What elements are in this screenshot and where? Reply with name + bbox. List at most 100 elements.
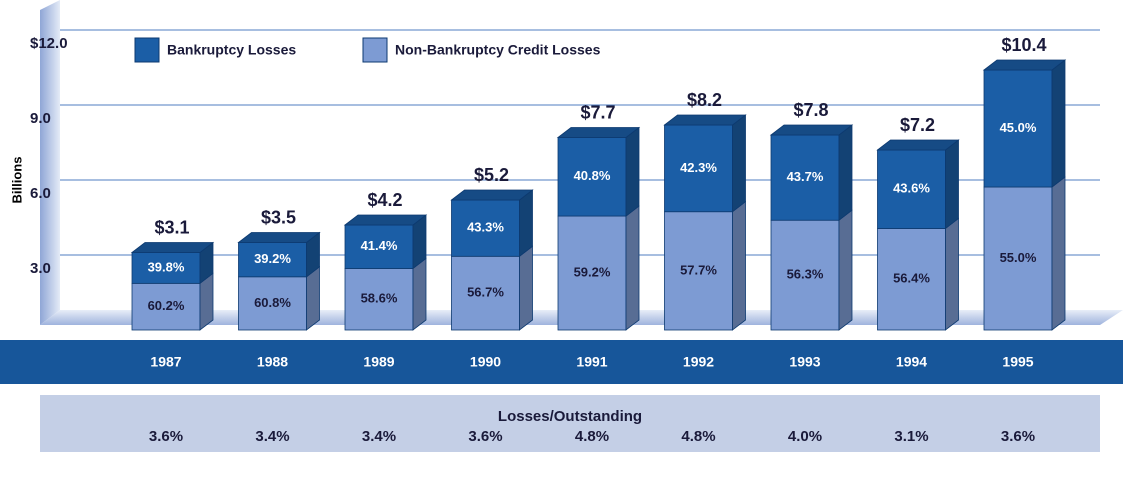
bar-side xyxy=(732,114,746,213)
bar-segment xyxy=(557,215,627,331)
bar-segment xyxy=(770,134,840,221)
bar-segment xyxy=(344,268,414,331)
bar-segment xyxy=(983,69,1053,188)
bar-top xyxy=(876,139,960,151)
y-tick-label: 9.0 xyxy=(30,110,51,127)
bar-side xyxy=(519,189,533,258)
bar-side xyxy=(625,126,640,217)
bar-segment xyxy=(664,124,733,213)
segment-label: 45.0% xyxy=(1000,120,1037,135)
ratio-value: 4.8% xyxy=(575,428,609,445)
ratio-band xyxy=(40,395,1100,452)
bar-segment xyxy=(451,255,520,331)
bar-segment xyxy=(131,282,201,331)
ratio-value: 3.6% xyxy=(468,428,502,445)
segment-label: 56.7% xyxy=(467,285,504,300)
total-label: $10.4 xyxy=(1001,35,1046,55)
x-tick-label: 1989 xyxy=(363,354,394,370)
ratio-title: Losses/Outstanding xyxy=(498,408,642,425)
segment-label: 39.2% xyxy=(254,251,291,266)
x-tick-label: 1990 xyxy=(470,354,501,370)
y-tick-label: 6.0 xyxy=(30,185,51,202)
x-tick-label: 1995 xyxy=(1002,354,1033,370)
ratio-value: 3.6% xyxy=(1001,428,1035,445)
bar-side xyxy=(412,257,427,331)
ratio-value: 3.4% xyxy=(255,428,289,445)
segment-label: 56.3% xyxy=(787,267,824,282)
segment-label: 55.0% xyxy=(1000,250,1037,265)
segment-label: 59.2% xyxy=(574,264,611,279)
total-label: $3.1 xyxy=(154,217,189,237)
segment-label: 56.4% xyxy=(893,271,930,286)
segment-label: 41.4% xyxy=(361,238,398,253)
total-label: $7.7 xyxy=(580,102,615,122)
bar-top xyxy=(769,124,854,136)
segment-label: 42.3% xyxy=(680,160,717,175)
segment-label: 60.2% xyxy=(148,298,185,313)
bar-segment xyxy=(983,186,1053,331)
segment-label: 39.8% xyxy=(148,259,185,274)
bar-side xyxy=(945,217,959,331)
bar-top xyxy=(982,59,1067,71)
bar-segment xyxy=(238,276,307,331)
ratio-value: 4.0% xyxy=(788,428,822,445)
bar-side xyxy=(838,124,853,222)
segment-label: 58.6% xyxy=(361,291,398,306)
total-label: $7.8 xyxy=(793,100,828,120)
bar-side xyxy=(625,205,640,331)
bar-segment xyxy=(877,228,946,331)
bar-segment xyxy=(877,149,946,229)
legend-label: Non-Bankruptcy Credit Losses xyxy=(395,42,601,58)
bar-segment xyxy=(238,242,307,278)
bar-top xyxy=(450,189,534,201)
x-tick-label: 1994 xyxy=(896,354,927,370)
bar-side xyxy=(732,200,746,331)
total-label: $3.5 xyxy=(261,207,296,227)
y-tick-label: $12.0 xyxy=(30,35,68,52)
segment-label: 43.7% xyxy=(787,169,824,184)
legend: Bankruptcy Losses Non-Bankruptcy Credit L… xyxy=(134,37,601,63)
bar-side xyxy=(838,209,853,331)
bar-side xyxy=(519,245,533,331)
bar-segment xyxy=(557,137,627,217)
total-label: $4.2 xyxy=(367,190,402,210)
total-label: $5.2 xyxy=(474,165,509,185)
year-band xyxy=(0,340,1123,384)
bar-top xyxy=(343,214,428,226)
segment-label: 60.8% xyxy=(254,295,291,310)
x-tick-label: 1993 xyxy=(789,354,820,370)
x-tick-label: 1987 xyxy=(150,354,181,370)
segment-label: 57.7% xyxy=(680,262,717,277)
y-axis-label: Billions xyxy=(9,157,24,204)
total-label: $8.2 xyxy=(687,90,722,110)
bar-side xyxy=(1051,59,1066,188)
segment-label: 40.8% xyxy=(574,168,611,183)
segment-label: 43.3% xyxy=(467,220,504,235)
x-tick-label: 1991 xyxy=(576,354,607,370)
total-label: $7.2 xyxy=(900,115,935,135)
bar-segment xyxy=(770,219,840,331)
legend-label: Bankruptcy Losses xyxy=(167,42,296,58)
segment-label: 43.6% xyxy=(893,181,930,196)
legend-swatch xyxy=(134,37,160,63)
ratio-value: 3.1% xyxy=(894,428,928,445)
bar-top xyxy=(663,114,747,126)
bar-segment xyxy=(131,252,201,284)
x-tick-label: 1992 xyxy=(683,354,714,370)
bar-top xyxy=(556,127,641,138)
left-wall xyxy=(40,0,60,325)
ratio-value: 3.6% xyxy=(149,428,183,445)
bar-top xyxy=(237,232,321,243)
bar-side xyxy=(306,265,320,331)
bar-side xyxy=(1051,176,1066,331)
ratio-value: 3.4% xyxy=(362,428,396,445)
legend-swatch xyxy=(362,37,388,63)
x-tick-label: 1988 xyxy=(257,354,288,370)
y-tick-label: 3.0 xyxy=(30,260,51,277)
bar-top xyxy=(130,242,215,253)
bar-segment xyxy=(451,199,520,257)
bar-side xyxy=(945,139,959,230)
ratio-value: 4.8% xyxy=(681,428,715,445)
